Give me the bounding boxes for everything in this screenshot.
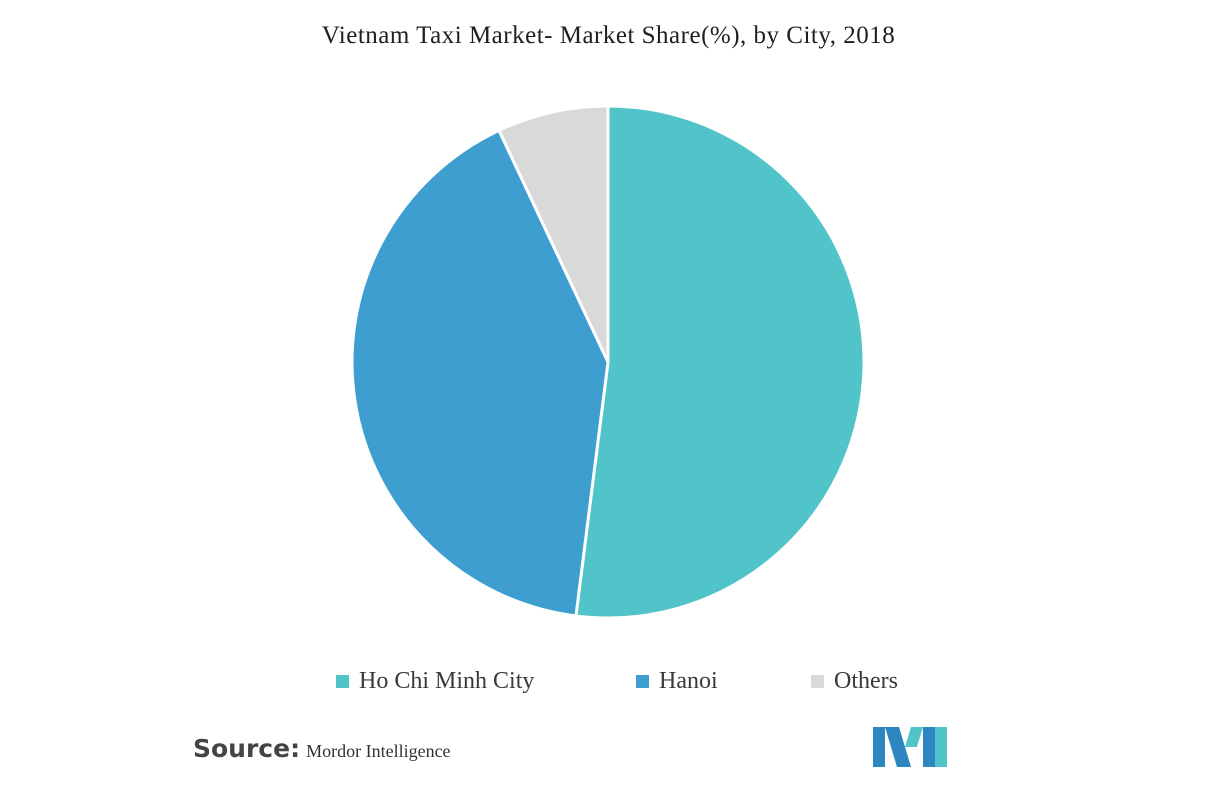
source-label: Source: [193, 734, 301, 763]
legend-swatch-ho-chi-minh-city [336, 675, 349, 688]
legend-swatch-hanoi [636, 675, 649, 688]
chart-legend: Ho Chi Minh City Hanoi Others [0, 668, 1217, 696]
legend-swatch-others [811, 675, 824, 688]
chart-title: Vietnam Taxi Market- Market Share(%), by… [321, 22, 896, 49]
source-value: Mordor Intelligence [306, 741, 451, 761]
legend-label-hanoi: Hanoi [659, 668, 718, 694]
legend-label-others: Others [834, 668, 898, 694]
legend-label-ho-chi-minh-city: Ho Chi Minh City [359, 668, 535, 694]
legend-item-hanoi: Hanoi [636, 668, 718, 695]
pie-slice-others [497, 104, 610, 364]
mordor-intelligence-logo-icon [873, 727, 947, 767]
legend-item-others: Others [811, 668, 898, 695]
pie-slice-ho-chi-minh-city [574, 104, 866, 620]
source-line: Source: Mordor Intelligence [193, 734, 451, 763]
pie-slice-hanoi [350, 128, 610, 618]
legend-item-ho-chi-minh-city: Ho Chi Minh City [336, 668, 534, 695]
